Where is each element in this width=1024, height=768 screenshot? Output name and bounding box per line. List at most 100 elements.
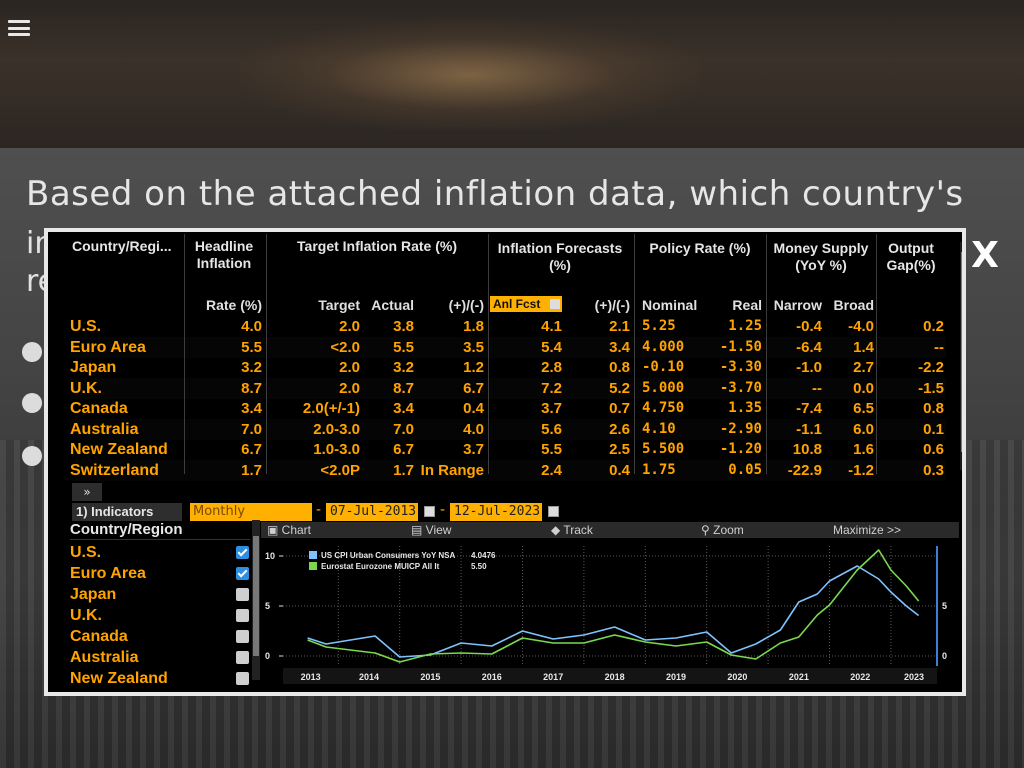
indicator-checkbox[interactable] — [236, 546, 249, 559]
table-row[interactable]: Euro Area 5.5 <2.0 5.5 3.5 5.4 3.4 4.000 -1.50 -6… — [70, 337, 946, 358]
legend-value: 4.0476 — [471, 551, 496, 560]
cell-rate: 4.0 — [241, 318, 262, 335]
indicator-checkbox[interactable] — [236, 651, 249, 664]
sub-nominal: Nominal — [642, 297, 698, 313]
cell-actual: 3.4 — [393, 400, 414, 417]
cell-fdiff: 0.7 — [609, 400, 630, 417]
cell-narrow: 10.8 — [792, 441, 822, 458]
cell-fcst: 5.6 — [541, 420, 562, 438]
indicator-item[interactable]: U.S. — [70, 544, 102, 561]
series-line-0 — [307, 565, 920, 658]
cell-rate: 5.5 — [241, 338, 262, 356]
indicator-item[interactable]: Euro Area — [70, 565, 146, 582]
row-country: U.K. — [70, 379, 102, 397]
frequency-select[interactable]: Monthly — [190, 503, 312, 521]
cell-target: 1.0-3.0 — [313, 441, 360, 458]
x-tick-label: 2020 — [727, 672, 747, 682]
indicator-checkbox[interactable] — [236, 630, 249, 643]
zoom-menu[interactable]: ⚲ Zoom — [701, 523, 744, 537]
row-country: Japan — [70, 359, 117, 376]
series-line-1 — [307, 549, 920, 663]
answer-bullet[interactable] — [22, 342, 42, 362]
cell-fcst: 5.5 — [541, 441, 562, 458]
cell-fdiff: 2.6 — [609, 420, 630, 438]
table-row[interactable]: Switzerland 1.7 <2.0P 1.7 In Range 2.4 0.4 1.75… — [70, 460, 946, 481]
indicator-list-scrollbar[interactable] — [252, 520, 260, 680]
forecast-select[interactable]: Anl Fcst — [490, 296, 562, 312]
indicator-checkbox[interactable] — [236, 567, 249, 580]
date-separator: - — [316, 502, 322, 518]
row-country: Australia — [70, 420, 139, 438]
end-date-field[interactable]: 12-Jul-2023 — [450, 503, 542, 521]
indicator-country-list: Country/Region U.S. Euro Area Japan U.K. Can… — [70, 520, 260, 690]
cell-diff: 3.7 — [463, 441, 484, 458]
cell-rate: 3.2 — [241, 359, 262, 376]
cell-nominal: 4.10 — [642, 420, 676, 437]
slide-question-title: Based on the attached inflation data, wh… — [26, 174, 964, 214]
answer-bullet[interactable] — [22, 393, 42, 413]
cell-nominal: 4.750 — [642, 400, 685, 416]
cell-narrow: -7.4 — [796, 400, 822, 417]
cell-actual: 5.5 — [393, 338, 414, 356]
chart-menu[interactable]: ▣ Chart — [267, 523, 312, 537]
y-tick-label-right: 5 — [942, 601, 947, 611]
indicators-menu-button[interactable]: 1) Indicators — [72, 503, 182, 521]
calendar-icon[interactable] — [424, 506, 435, 517]
sub-diff: (+)/(-) — [448, 297, 484, 313]
cell-gap: -1.5 — [918, 379, 944, 397]
indicator-item[interactable]: Canada — [70, 628, 128, 645]
table-row[interactable]: U.S. 4.0 2.0 3.8 1.8 4.1 2.1 5.25 1.25 -0.4 -4.0 0.… — [70, 316, 946, 337]
expand-button[interactable]: » — [72, 483, 102, 501]
menu-icon[interactable] — [8, 20, 30, 36]
cell-gap: 0.6 — [923, 441, 944, 458]
cell-actual: 1.7 — [393, 461, 414, 479]
calendar-icon[interactable] — [548, 506, 559, 517]
cell-narrow: -6.4 — [796, 338, 822, 356]
cell-nominal: 5.500 — [642, 441, 685, 457]
chart-plot[interactable]: 10 5 0 5 0 2013 2014 2015 2016 2017 2018 2019 2020 20… — [261, 538, 959, 690]
cell-fcst: 2.8 — [541, 359, 562, 376]
cell-real: -3.70 — [719, 379, 762, 396]
cell-rate: 7.0 — [241, 420, 262, 438]
cell-nominal: 1.75 — [642, 461, 676, 478]
cell-broad: 0.0 — [853, 379, 874, 397]
indicator-checkbox[interactable] — [236, 588, 249, 601]
indicator-item[interactable]: Australia — [70, 649, 139, 666]
indicator-item[interactable]: U.K. — [70, 607, 102, 624]
inflation-table: Country/Regi... Headline Inflation Targe… — [70, 234, 962, 481]
answer-bullet[interactable] — [22, 446, 42, 466]
close-icon[interactable]: X — [971, 235, 999, 276]
sub-fdiff: (+)/(-) — [594, 297, 630, 313]
view-menu[interactable]: ▤ View — [411, 523, 452, 537]
cell-fdiff: 3.4 — [609, 338, 630, 356]
table-row[interactable]: Japan 3.2 2.0 3.2 1.2 2.8 0.8 -0.10 -3.30 -1.0 2.7… — [70, 357, 946, 378]
row-country: Euro Area — [70, 338, 146, 356]
table-row[interactable]: Canada 3.4 2.0(+/-1) 3.4 0.4 3.7 0.7 4.750 1.35 -… — [70, 398, 946, 419]
cell-nominal: -0.10 — [642, 359, 685, 375]
legend-value: 5.50 — [471, 562, 487, 571]
cell-narrow: -22.9 — [787, 461, 822, 479]
indicator-item[interactable]: Japan — [70, 586, 117, 603]
x-tick-label: 2013 — [301, 672, 321, 682]
start-date-field[interactable]: 07-Jul-2013 — [326, 503, 418, 521]
table-row[interactable]: Australia 7.0 2.0-3.0 7.0 4.0 5.6 2.6 4.10 -2.90… — [70, 419, 946, 440]
indicator-item[interactable]: New Zealand — [70, 670, 168, 687]
col-policy-header: Policy Rate (%) — [649, 240, 751, 256]
cell-target: <2.0 — [330, 338, 360, 356]
x-tick-label: 2017 — [543, 672, 563, 682]
table-row[interactable]: New Zealand 6.7 1.0-3.0 6.7 3.7 5.5 2.5 5.500 -1… — [70, 439, 946, 460]
col-country-header[interactable]: Country/Regi... — [72, 238, 172, 254]
sub-narrow: Narrow — [773, 297, 822, 313]
x-tick-label: 2019 — [666, 672, 686, 682]
track-menu[interactable]: ◆ Track — [551, 523, 593, 537]
row-country: New Zealand — [70, 441, 168, 458]
cell-broad: 2.7 — [853, 359, 874, 376]
indicator-checkbox[interactable] — [236, 672, 249, 685]
chevron-down-icon — [550, 299, 560, 309]
table-row[interactable]: U.K. 8.7 2.0 8.7 6.7 7.2 5.2 5.000 -3.70 -- 0.0 -1.… — [70, 378, 946, 399]
sub-real: Real — [732, 297, 762, 313]
maximize-button[interactable]: Maximize >> — [833, 523, 902, 537]
table-scrollbar[interactable] — [960, 242, 962, 470]
indicator-checkbox[interactable] — [236, 609, 249, 622]
cell-fdiff: 2.5 — [609, 441, 630, 458]
